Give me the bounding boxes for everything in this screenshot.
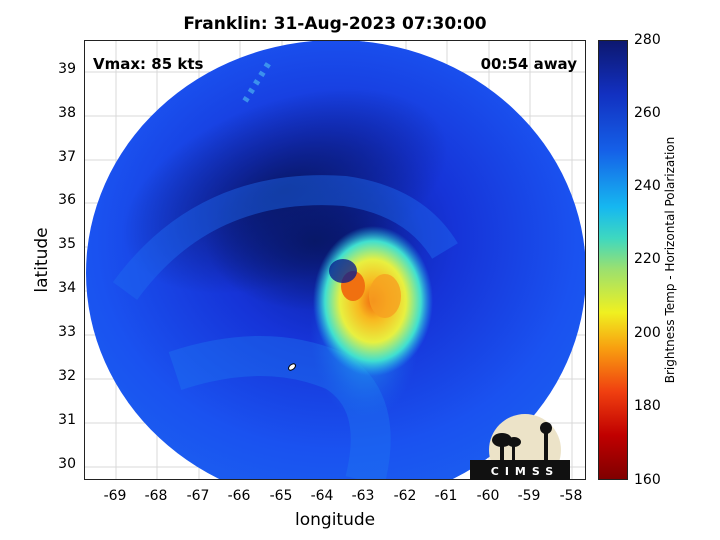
colorbar-tick: 280 — [634, 32, 661, 48]
colorbar-tick: 260 — [634, 105, 661, 121]
plot-title: Franklin: 31-Aug-2023 07:30:00 — [183, 14, 487, 34]
y-tick-label: 32 — [58, 368, 76, 384]
y-tick-label: 37 — [58, 149, 76, 165]
y-tick-label: 31 — [58, 412, 76, 428]
x-tick-label: -62 — [393, 488, 417, 504]
y-tick-label: 36 — [58, 192, 76, 208]
colorbar-tick: 240 — [634, 178, 661, 194]
x-tick-label: -68 — [144, 488, 168, 504]
colorbar-tick: 180 — [634, 398, 661, 414]
x-tick-label: -64 — [310, 488, 334, 504]
plot-area: Vmax: 85 kts 00:54 away — [84, 40, 586, 480]
y-tick-label: 30 — [58, 456, 76, 472]
colorbar-tick: 220 — [634, 251, 661, 267]
y-tick-label: 38 — [58, 105, 76, 121]
x-tick-label: -59 — [517, 488, 541, 504]
x-tick-label: -65 — [269, 488, 293, 504]
x-tick-label: -67 — [186, 488, 210, 504]
y-axis-label: latitude — [32, 227, 52, 293]
time-away-label: 00:54 away — [480, 55, 577, 73]
colorbar — [598, 40, 628, 480]
x-axis-label: longitude — [295, 510, 376, 530]
y-tick-label: 33 — [58, 324, 76, 340]
colorbar-tick: 160 — [634, 472, 661, 488]
x-tick-label: -66 — [227, 488, 251, 504]
vmax-label: Vmax: 85 kts — [93, 55, 204, 73]
x-tick-label: -63 — [351, 488, 375, 504]
x-tick-label: -61 — [434, 488, 458, 504]
y-tick-label: 39 — [58, 61, 76, 77]
colorbar-label: Brightness Temp - Horizontal Polarizatio… — [663, 136, 677, 384]
logo-text: CIMSS — [490, 465, 560, 478]
x-tick-label: -58 — [559, 488, 583, 504]
x-tick-label: -69 — [103, 488, 127, 504]
y-tick-label: 35 — [58, 236, 76, 252]
y-tick-label: 34 — [58, 280, 76, 296]
colorbar-tick: 200 — [634, 325, 661, 341]
x-tick-label: -60 — [476, 488, 500, 504]
island-marker — [288, 363, 296, 371]
cimss-logo: CIMSS — [470, 410, 570, 486]
satellite-swath — [85, 41, 585, 479]
